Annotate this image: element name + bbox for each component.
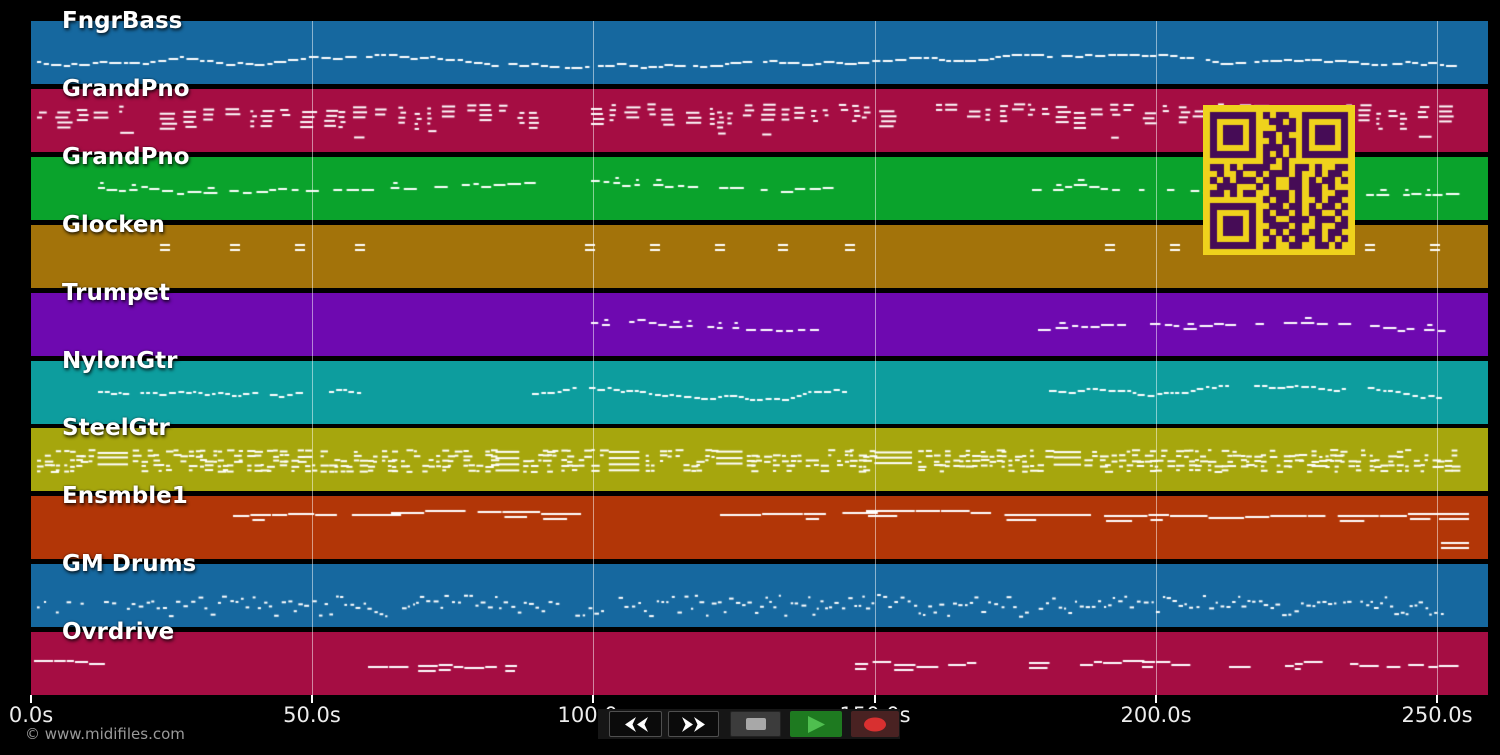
track-label: GrandPno — [62, 76, 190, 102]
track-label: SteelGtr — [62, 415, 170, 441]
play-button[interactable] — [790, 711, 842, 737]
transport-bar — [598, 709, 900, 739]
rewind-button[interactable] — [609, 711, 662, 737]
qr-code — [1203, 105, 1355, 255]
play-icon — [808, 715, 825, 733]
time-tick-label: 50.0s — [283, 703, 341, 727]
record-icon — [864, 717, 886, 731]
track-label: GrandPno — [62, 144, 190, 170]
track-label: Ensmble1 — [62, 483, 188, 509]
copyright-text: © www.midifiles.com — [25, 725, 185, 743]
track-label: FngrBass — [62, 8, 183, 34]
time-tick — [592, 695, 594, 703]
fast-forward-button[interactable] — [668, 711, 719, 737]
time-tick-label: 0.0s — [8, 703, 54, 727]
time-tick — [311, 695, 313, 703]
track-label: NylonGtr — [62, 348, 178, 374]
qr-code-image — [1203, 105, 1355, 255]
time-tick-label: 250.0s — [1401, 703, 1473, 727]
fast-forward-icon — [681, 716, 705, 732]
rewind-icon — [624, 716, 648, 732]
record-button[interactable] — [851, 711, 899, 737]
stop-icon — [745, 718, 766, 730]
time-tick-label: 200.0s — [1120, 703, 1192, 727]
time-tick — [874, 695, 876, 703]
track-label: GM Drums — [62, 551, 197, 577]
time-tick — [1436, 695, 1438, 703]
track-label: Ovrdrive — [62, 619, 175, 645]
time-tick — [30, 695, 32, 703]
stop-button[interactable] — [730, 711, 781, 737]
track-label: Glocken — [62, 212, 165, 238]
track-label: Trumpet — [62, 280, 170, 306]
time-tick — [1155, 695, 1157, 703]
